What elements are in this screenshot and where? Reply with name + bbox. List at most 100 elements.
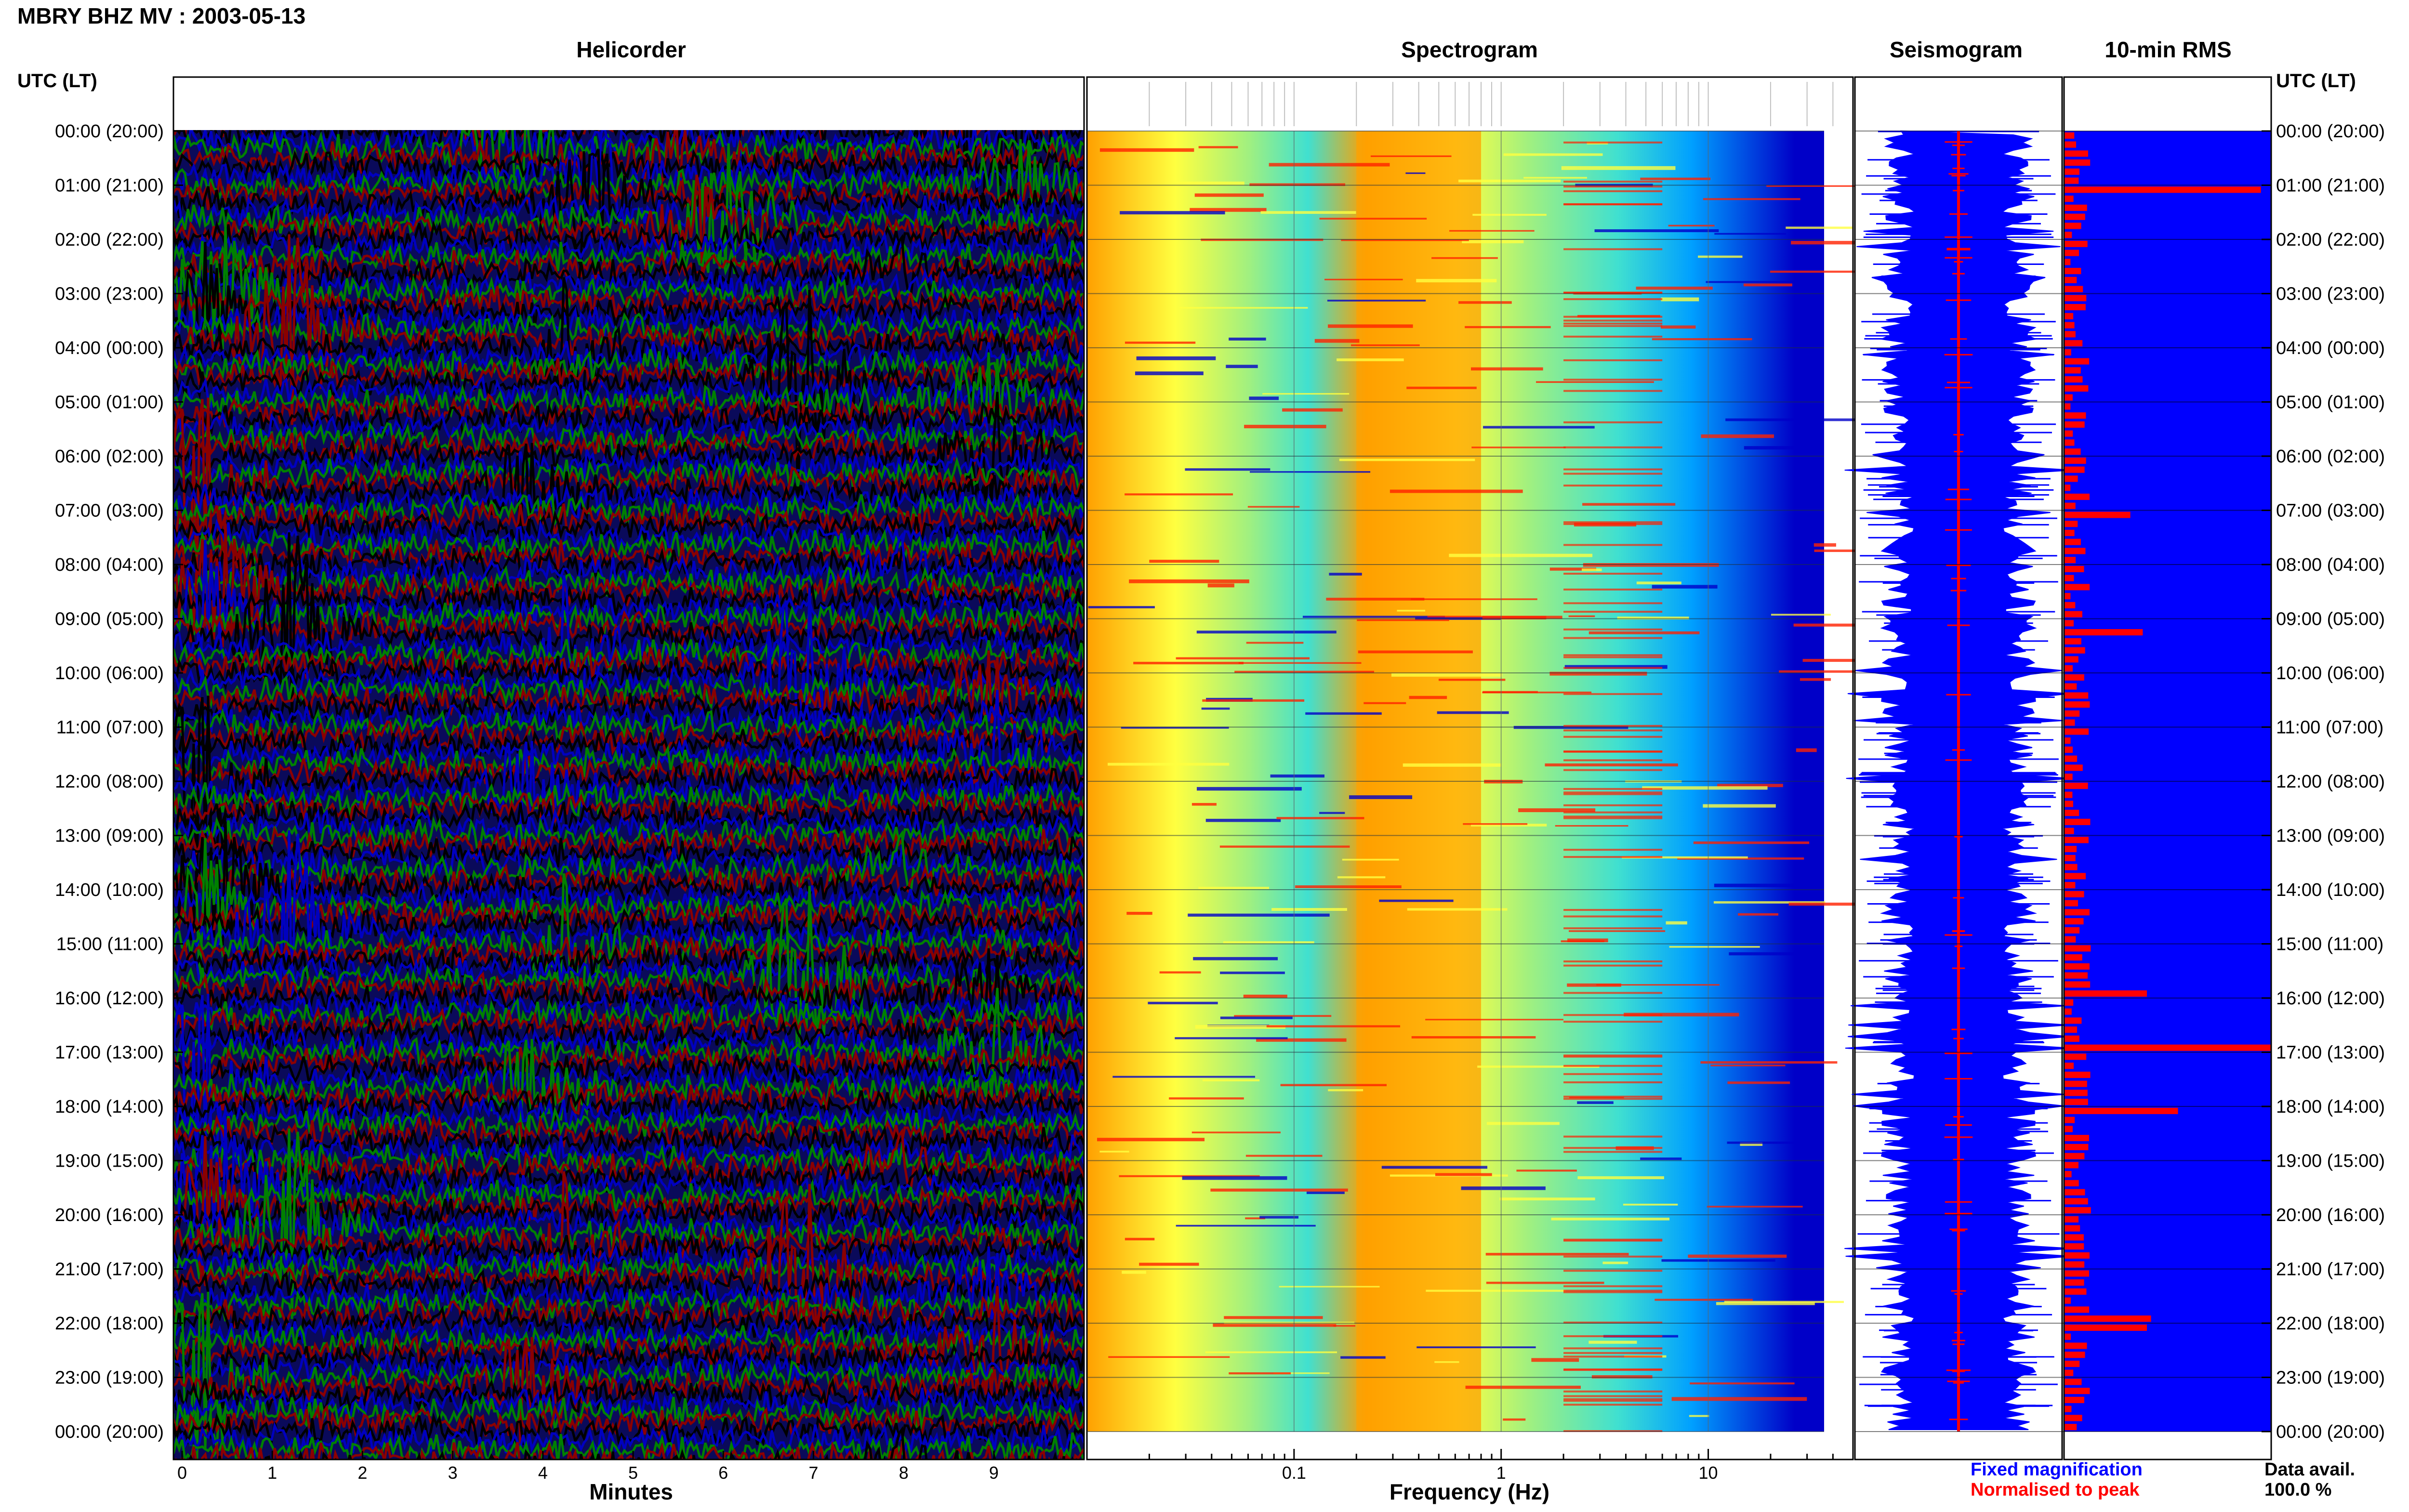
right-time-label: 20:00 (16:00) — [2276, 1205, 2385, 1225]
spectrogram-secondary-streak — [1563, 1368, 1663, 1370]
spectrogram-streak — [1202, 1079, 1260, 1081]
rms-bar — [2064, 1144, 2089, 1150]
spectrogram-streak — [1714, 883, 1805, 887]
spectrogram-streak — [1305, 712, 1382, 715]
spectrogram-secondary-streak — [1563, 724, 1663, 727]
helicorder-trace — [173, 1178, 1084, 1214]
spectrogram-streak — [1319, 812, 1345, 814]
spectrogram-secondary-streak — [1563, 602, 1663, 605]
rms-bar — [2064, 276, 2077, 283]
helicorder-trace — [173, 194, 1084, 230]
spectrogram-streak — [1260, 211, 1356, 214]
spectrogram-streak — [1483, 426, 1595, 429]
left-time-label: 16:00 (12:00) — [55, 988, 164, 1009]
helicorder-trace — [173, 139, 1084, 229]
spectrogram-streak — [1139, 1262, 1199, 1266]
spectrogram-streak — [1328, 324, 1413, 328]
spectrogram-streak — [1256, 1038, 1347, 1042]
rms-bar — [2064, 918, 2084, 925]
spectrogram-streak — [1771, 614, 1831, 616]
helicorder-trace — [173, 1251, 1084, 1287]
spectrogram-streak — [1700, 1061, 1838, 1064]
spectrogram-streak — [1270, 774, 1324, 778]
spectrogram-streak — [1108, 1356, 1230, 1358]
left-time-label: 14:00 (10:00) — [55, 880, 164, 900]
spectrogram-streak — [1661, 297, 1699, 302]
rms-bar — [2064, 1379, 2082, 1385]
rms-bar — [2064, 1360, 2080, 1367]
right-time-label: 08:00 (04:00) — [2276, 555, 2385, 575]
spectrogram-streak — [1182, 1176, 1287, 1180]
data-avail-label: Data avail. — [2264, 1459, 2355, 1480]
rms-bar — [2064, 394, 2073, 401]
spectrogram-x-tick-label: 0.1 — [1282, 1463, 1306, 1483]
rms-bar — [2064, 268, 2081, 275]
rms-bar — [2064, 1180, 2079, 1186]
spectrogram-streak — [1249, 396, 1279, 400]
left-time-label: 22:00 (18:00) — [55, 1314, 164, 1334]
rms-bar — [2064, 1415, 2082, 1421]
spectrogram-streak — [1099, 1150, 1129, 1153]
right-time-label: 04:00 (00:00) — [2276, 338, 2385, 358]
spectrogram-streak — [1198, 146, 1238, 148]
spectrogram-streak — [1406, 386, 1477, 389]
spectrogram-secondary-streak — [1563, 1073, 1663, 1075]
spectrogram-streak — [1210, 1188, 1348, 1192]
spectrogram-streak — [1437, 711, 1509, 714]
rms-bar — [2064, 1324, 2147, 1331]
spectrogram-streak — [1176, 657, 1310, 659]
helicorder-trace — [173, 277, 1084, 400]
helicorder-trace — [173, 1324, 1084, 1362]
rms-bar — [2064, 1225, 2080, 1232]
spectrogram-streak — [1159, 971, 1201, 973]
rms-bar — [2064, 1008, 2072, 1015]
rms-bar — [2064, 638, 2081, 644]
right-time-label: 11:00 (07:00) — [2276, 718, 2383, 738]
rms-bar — [2064, 204, 2087, 211]
spectrogram-streak — [1549, 567, 1597, 571]
spectrogram-streak — [1358, 650, 1473, 654]
spectrogram-streak — [1623, 1203, 1678, 1206]
spectrogram-streak — [1357, 619, 1449, 621]
spectrogram-streak — [1405, 172, 1426, 174]
spectrogram-streak — [1426, 1289, 1566, 1292]
spectrogram-streak — [1472, 213, 1547, 216]
spectrogram-secondary-streak — [1563, 1021, 1663, 1023]
spectrogram-secondary-streak — [1563, 1291, 1663, 1293]
spectrogram-streak — [1133, 661, 1244, 665]
spectrogram-streak — [1465, 326, 1551, 329]
spectrogram-streak — [1779, 670, 1903, 673]
rms-bar — [2064, 240, 2088, 247]
rms-bar — [2064, 1107, 2178, 1114]
rms-bar — [2064, 855, 2076, 861]
rms-bar — [2064, 909, 2090, 916]
spectrogram-streak — [1582, 568, 1602, 571]
helicorder-trace — [173, 1026, 1084, 1064]
helicorder-trace — [173, 1231, 1084, 1272]
spectrogram-streak — [1434, 1361, 1459, 1363]
right-time-label: 22:00 (18:00) — [2276, 1314, 2385, 1334]
spectrogram-streak — [1796, 748, 1817, 752]
spectrogram-streak — [1463, 823, 1528, 825]
rms-bar — [2064, 755, 2078, 762]
spectrogram-streak — [1125, 493, 1233, 496]
right-time-label: 17:00 (13:00) — [2276, 1043, 2385, 1063]
spectrogram-secondary-streak — [1563, 141, 1663, 144]
spectrogram-streak — [1219, 845, 1350, 848]
spectrogram-streak — [1333, 1325, 1356, 1327]
spectrogram-secondary-streak — [1563, 1135, 1663, 1138]
spectrogram-secondary-streak — [1563, 964, 1663, 967]
helicorder-trace — [173, 754, 1084, 791]
left-time-label: 00:00 (20:00) — [55, 121, 164, 142]
helicorder-trace — [173, 284, 1084, 320]
spectrogram-secondary-streak — [1563, 611, 1663, 613]
rms-bar — [2064, 1099, 2088, 1105]
left-time-label: 21:00 (17:00) — [55, 1260, 164, 1280]
rms-bar — [2064, 864, 2078, 870]
spectrogram-streak — [1766, 185, 1873, 187]
helicorder-trace — [173, 744, 1084, 781]
spectrogram-secondary-streak — [1563, 1014, 1663, 1016]
helicorder-trace — [173, 1017, 1084, 1054]
spectrogram-streak — [1226, 365, 1258, 368]
spectrogram-streak — [1337, 358, 1404, 361]
